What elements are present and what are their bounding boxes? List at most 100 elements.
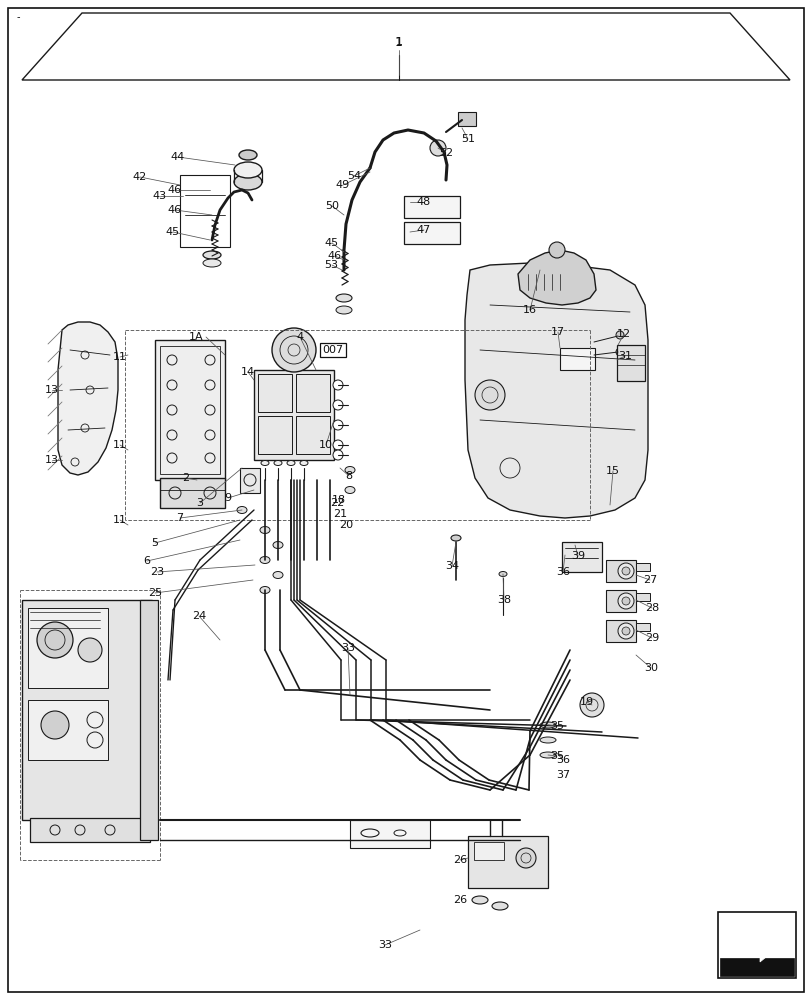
Text: 33: 33: [341, 643, 354, 653]
Text: 36: 36: [556, 755, 569, 765]
Text: 28: 28: [644, 603, 659, 613]
Text: 11: 11: [113, 515, 127, 525]
Circle shape: [616, 331, 623, 339]
Bar: [404, 196, 460, 218]
Text: 24: 24: [191, 611, 206, 621]
Text: 31: 31: [617, 351, 631, 361]
Bar: [605, 590, 635, 612]
Text: 1: 1: [395, 37, 402, 47]
Text: 26: 26: [453, 855, 466, 865]
Bar: [139, 600, 158, 840]
Text: 39: 39: [570, 551, 585, 561]
Text: 8: 8: [345, 471, 352, 481]
Text: 27: 27: [642, 575, 656, 585]
Text: 51: 51: [461, 134, 474, 144]
Circle shape: [333, 420, 342, 430]
Text: 42: 42: [133, 172, 147, 182]
Text: 26: 26: [453, 895, 466, 905]
Text: 22: 22: [329, 498, 344, 508]
Polygon shape: [719, 958, 793, 976]
Text: 33: 33: [378, 940, 392, 950]
Bar: [616, 345, 644, 381]
Ellipse shape: [539, 752, 556, 758]
Text: 21: 21: [333, 509, 346, 519]
Text: 9: 9: [224, 493, 231, 503]
Text: 12: 12: [616, 329, 630, 339]
Ellipse shape: [234, 174, 262, 190]
Text: 49: 49: [336, 180, 350, 190]
Ellipse shape: [260, 526, 270, 534]
Ellipse shape: [260, 556, 270, 564]
Polygon shape: [517, 250, 595, 305]
Text: 20: 20: [338, 520, 353, 530]
Text: 48: 48: [416, 197, 431, 207]
Ellipse shape: [260, 586, 270, 593]
Text: 46: 46: [168, 205, 182, 215]
Bar: [717, 912, 795, 978]
Text: 46: 46: [328, 251, 341, 261]
Bar: [561, 542, 601, 572]
Text: 23: 23: [150, 567, 164, 577]
Bar: [350, 820, 430, 848]
Circle shape: [616, 348, 623, 356]
Ellipse shape: [345, 487, 354, 493]
Text: 30: 30: [643, 663, 657, 673]
Bar: [605, 560, 635, 582]
Ellipse shape: [499, 572, 506, 576]
Bar: [160, 346, 220, 474]
Bar: [457, 112, 475, 126]
Text: 29: 29: [644, 633, 659, 643]
Circle shape: [474, 380, 504, 410]
Ellipse shape: [539, 737, 556, 743]
Text: 13: 13: [45, 385, 59, 395]
Text: 45: 45: [324, 238, 339, 248]
Text: 4: 4: [296, 332, 303, 342]
Bar: [467, 836, 547, 888]
Bar: [474, 842, 504, 860]
Text: 14: 14: [241, 367, 255, 377]
Circle shape: [78, 638, 102, 662]
Polygon shape: [727, 924, 781, 962]
Text: 11: 11: [113, 440, 127, 450]
Circle shape: [37, 622, 73, 658]
Ellipse shape: [286, 460, 294, 466]
Circle shape: [579, 693, 603, 717]
Text: 25: 25: [148, 588, 162, 598]
Text: 38: 38: [496, 595, 510, 605]
Text: 6: 6: [144, 556, 150, 566]
Bar: [258, 374, 292, 412]
Bar: [180, 175, 230, 247]
Text: 54: 54: [346, 171, 361, 181]
Text: 50: 50: [324, 201, 338, 211]
Text: 36: 36: [556, 567, 569, 577]
Bar: [296, 416, 329, 454]
Ellipse shape: [203, 251, 221, 259]
Bar: [258, 416, 292, 454]
Circle shape: [333, 440, 342, 450]
Ellipse shape: [272, 542, 283, 548]
Text: 7: 7: [176, 513, 183, 523]
Ellipse shape: [203, 259, 221, 267]
Circle shape: [617, 623, 633, 639]
Text: 18: 18: [332, 495, 345, 505]
Ellipse shape: [272, 572, 283, 578]
Bar: [22, 600, 152, 820]
Text: 19: 19: [579, 697, 594, 707]
Circle shape: [41, 711, 69, 739]
Bar: [605, 620, 635, 642]
Bar: [28, 700, 108, 760]
Text: 47: 47: [416, 225, 431, 235]
Circle shape: [430, 140, 445, 156]
Circle shape: [621, 597, 629, 605]
Text: 007: 007: [322, 345, 343, 355]
Circle shape: [548, 242, 564, 258]
Text: 2: 2: [182, 473, 189, 483]
Circle shape: [515, 848, 535, 868]
Ellipse shape: [238, 150, 257, 160]
Circle shape: [333, 400, 342, 410]
Bar: [254, 370, 333, 460]
Circle shape: [617, 563, 633, 579]
Text: 35: 35: [549, 721, 564, 731]
Circle shape: [333, 380, 342, 390]
Ellipse shape: [471, 896, 487, 904]
